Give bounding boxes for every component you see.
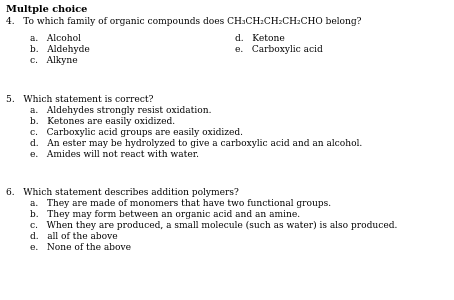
Text: 6.   Which statement describes addition polymers?: 6. Which statement describes addition po… (6, 188, 239, 197)
Text: c.   Alkyne: c. Alkyne (30, 56, 78, 65)
Text: d.   all of the above: d. all of the above (30, 232, 118, 241)
Text: b.   They may form between an organic acid and an amine.: b. They may form between an organic acid… (30, 210, 300, 219)
Text: 4.   To which family of organic compounds does CH₃CH₂CH₂CH₂CHO belong?: 4. To which family of organic compounds … (6, 17, 361, 26)
Text: a.   Alcohol: a. Alcohol (30, 34, 81, 43)
Text: c.   Carboxylic acid groups are easily oxidized.: c. Carboxylic acid groups are easily oxi… (30, 128, 243, 137)
Text: b.   Ketones are easily oxidized.: b. Ketones are easily oxidized. (30, 117, 175, 126)
Text: e.   Carboxylic acid: e. Carboxylic acid (235, 45, 323, 54)
Text: a.   They are made of monomers that have two functional groups.: a. They are made of monomers that have t… (30, 199, 331, 208)
Text: e.   Amides will not react with water.: e. Amides will not react with water. (30, 150, 199, 159)
Text: 5.   Which statement is correct?: 5. Which statement is correct? (6, 95, 153, 104)
Text: d.   Ketone: d. Ketone (235, 34, 285, 43)
Text: Multple choice: Multple choice (6, 5, 87, 14)
Text: b.   Aldehyde: b. Aldehyde (30, 45, 90, 54)
Text: c.   When they are produced, a small molecule (such as water) is also produced.: c. When they are produced, a small molec… (30, 221, 397, 230)
Text: d.   An ester may be hydrolyzed to give a carboxylic acid and an alcohol.: d. An ester may be hydrolyzed to give a … (30, 139, 362, 148)
Text: a.   Aldehydes strongly resist oxidation.: a. Aldehydes strongly resist oxidation. (30, 106, 212, 115)
Text: e.   None of the above: e. None of the above (30, 243, 131, 252)
